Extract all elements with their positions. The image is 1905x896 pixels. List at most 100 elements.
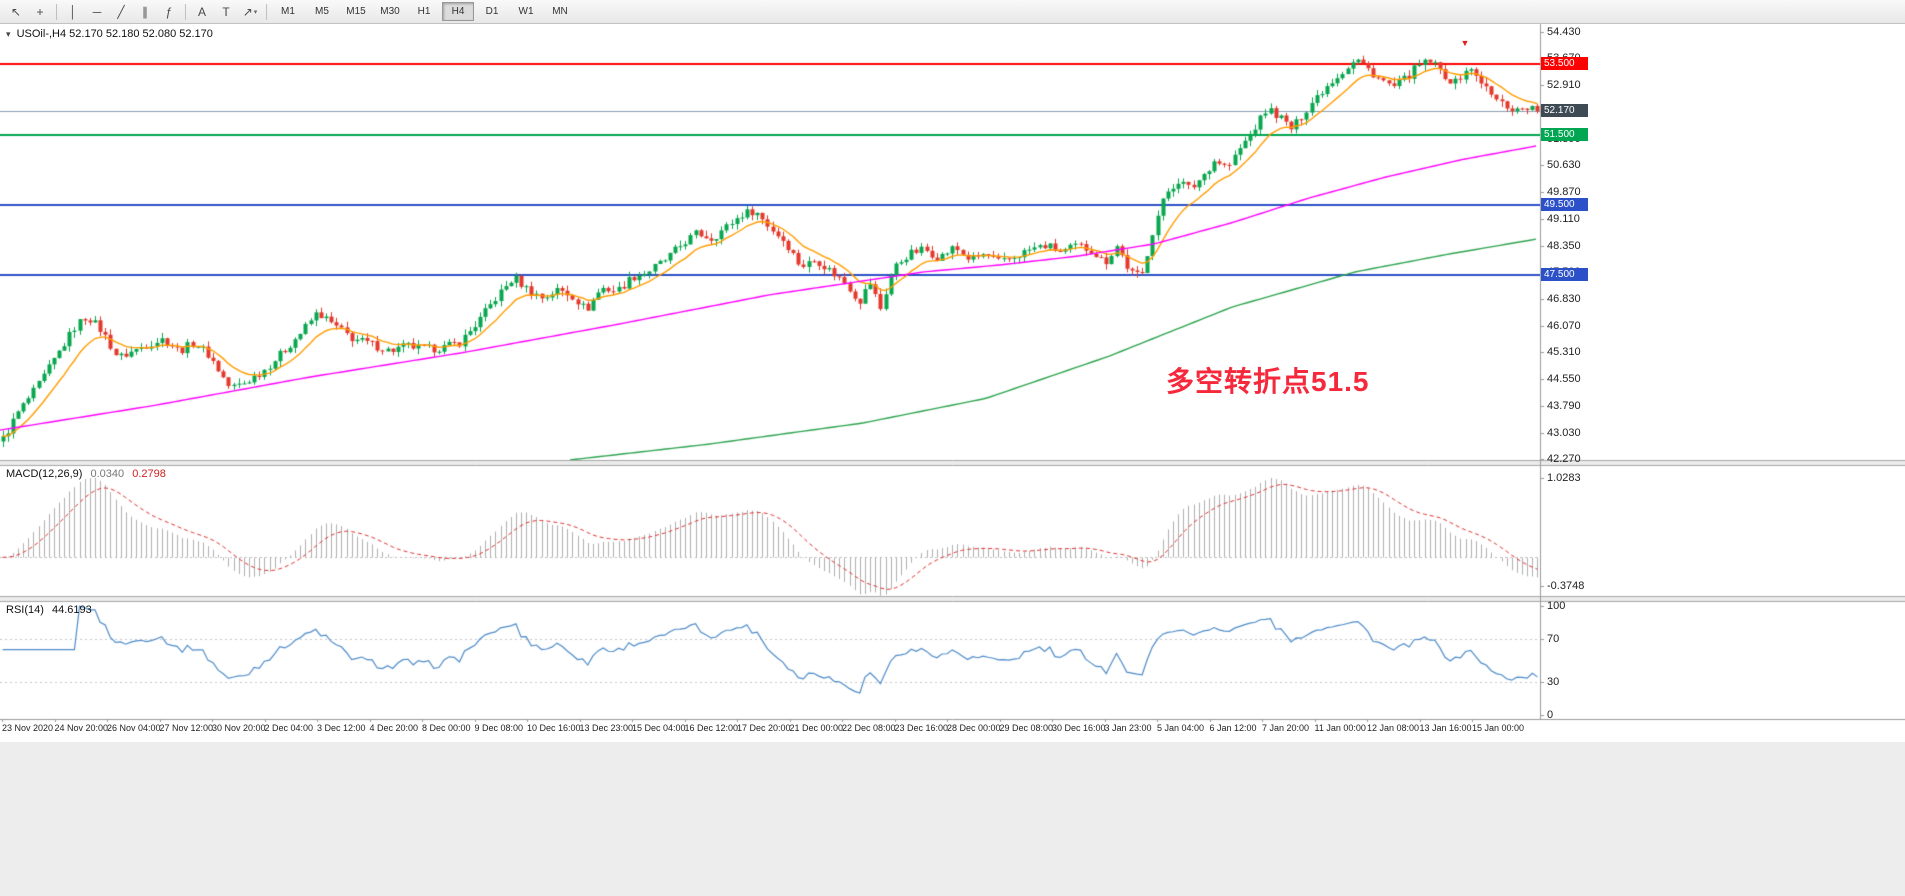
symbol-ohlc-label: USOil-,H4 52.170 52.180 52.080 52.170 (16, 28, 213, 40)
sell-arrow-marker: ▼ (1460, 37, 1470, 48)
time-axis-label: 5 Jan 04:00 (1157, 723, 1205, 733)
toolbar-separator (56, 3, 57, 20)
macd-axis-label: 1.0283 (1547, 472, 1581, 484)
equidistant-channel-icon: ∥ (142, 4, 148, 19)
time-axis-label: 9 Dec 08:00 (474, 723, 524, 733)
time-axis-label: 12 Jan 08:00 (1367, 723, 1420, 733)
macd-value: 0.0340 (90, 468, 125, 480)
timeframe-m1-button[interactable]: M1 (281, 6, 295, 17)
vertical-line-tool-button[interactable]: │ (61, 1, 85, 22)
price-axis-label: 50.630 (1547, 159, 1581, 171)
time-axis-label: 28 Dec 00:00 (947, 723, 1001, 733)
toolbar: ↖ + │ ─ ╱ ∥ ƒ A T ↗ ▾ M1 M5 M15 M30 H1 H4 D1 W1 MN (0, 0, 1905, 24)
cursor-icon: ↖ (10, 4, 22, 19)
crosshair-tool-button[interactable]: + (28, 1, 52, 22)
time-axis-label: 11 Jan 00:00 (1314, 723, 1366, 733)
time-axis-label: 30 Dec 16:00 (1052, 723, 1106, 733)
time-axis-label: 8 Dec 00:00 (422, 723, 471, 733)
vertical-line-icon: │ (69, 4, 77, 19)
time-axis-label: 10 Dec 16:00 (527, 723, 581, 733)
time-axis-label: 22 Dec 08:00 (842, 723, 896, 733)
time-axis-label: 6 Jan 12:00 (1209, 723, 1257, 733)
time-axis-label: 13 Dec 23:00 (579, 723, 634, 733)
price-tag-51-500: 51.500 (1541, 128, 1588, 141)
rsi-axis-label: 0 (1547, 709, 1554, 721)
toolbar-separator (266, 3, 267, 20)
rsi-axis-label: 100 (1547, 600, 1566, 612)
trendline-tool-button[interactable]: ╱ (109, 1, 133, 22)
price-axis-label: 49.870 (1547, 186, 1581, 198)
horizontal-line-icon: ─ (92, 4, 102, 19)
time-axis-label: 29 Dec 08:00 (999, 723, 1054, 733)
time-axis-label: 3 Dec 12:00 (317, 723, 366, 733)
time-axis-label: 15 Dec 04:00 (632, 723, 686, 733)
price-axis-label: 43.790 (1547, 400, 1581, 412)
time-axis-label: 27 Nov 12:00 (159, 723, 214, 733)
timeframe-m5-button[interactable]: M5 (315, 6, 329, 17)
arrows-tool-button[interactable]: ↗ ▾ (238, 1, 262, 22)
price-axis-label: 54.430 (1547, 26, 1581, 38)
macd-indicator-label: MACD(12,26,9) 0.0340 0.2798 (6, 468, 171, 480)
timeframe-h4-button[interactable]: H4 (442, 2, 474, 21)
equidistant-channel-tool-button[interactable]: ∥ (133, 1, 157, 22)
symbol-info: ▾ USOil-,H4 52.170 52.180 52.080 52.170 (6, 28, 213, 40)
time-axis-label: 15 Jan 00:00 (1472, 723, 1525, 733)
price-axis-label: 45.310 (1547, 346, 1581, 358)
rsi-indicator-label: RSI(14) 44.6193 (6, 604, 97, 616)
rsi-axis-label: 70 (1547, 633, 1560, 645)
price-axis-label: 46.070 (1547, 320, 1581, 332)
time-axis-label: 23 Dec 16:00 (894, 723, 949, 733)
macd-axis-label: -0.3748 (1547, 580, 1585, 592)
text-label-tool-button[interactable]: T (214, 1, 238, 22)
time-axis-label: 17 Dec 20:00 (737, 723, 791, 733)
dropdown-caret-icon: ▾ (253, 8, 258, 16)
price-axis-label: 43.030 (1547, 427, 1581, 439)
text-tool-button[interactable]: A (190, 1, 214, 22)
price-axis-label: 48.350 (1547, 240, 1581, 252)
price-axis-label: 42.270 (1547, 453, 1581, 465)
price-tag-52-170: 52.170 (1541, 104, 1588, 117)
time-axis-label: 30 Nov 20:00 (212, 723, 266, 733)
price-tag-49-500: 49.500 (1541, 198, 1588, 211)
bottom-empty-area (0, 742, 1905, 896)
time-axis-label: 3 Jan 23:00 (1104, 723, 1152, 733)
horizontal-line-tool-button[interactable]: ─ (85, 1, 109, 22)
price-axis-label: 44.550 (1547, 373, 1581, 385)
rsi-axis-label: 30 (1547, 676, 1560, 688)
time-axis-label: 13 Jan 16:00 (1419, 723, 1472, 733)
trendline-icon: ╱ (117, 4, 125, 19)
time-axis-label: 4 Dec 20:00 (369, 723, 419, 733)
timeframe-m30-button[interactable]: M30 (380, 6, 400, 17)
fibonacci-tool-button[interactable]: ƒ (157, 1, 181, 22)
timeframe-m15-button[interactable]: M15 (346, 6, 366, 17)
timeframe-mn-button[interactable]: MN (552, 6, 568, 17)
time-axis-label: 26 Nov 04:00 (107, 723, 161, 733)
time-axis-label: 21 Dec 00:00 (789, 723, 844, 733)
time-axis-label: 7 Jan 20:00 (1262, 723, 1310, 733)
time-axis-label: 23 Nov 2020 (2, 723, 54, 733)
toolbar-separator (185, 3, 186, 20)
macd-signal-value: 0.2798 (132, 468, 166, 480)
timeframe-d1-button[interactable]: D1 (485, 6, 499, 17)
rsi-name: RSI(14) (6, 604, 44, 616)
crosshair-icon: + (36, 4, 44, 19)
price-axis-label: 52.910 (1547, 79, 1581, 91)
price-tag-53-500: 53.500 (1541, 57, 1588, 70)
rsi-value: 44.6193 (51, 604, 92, 616)
time-axis-label: 24 Nov 20:00 (54, 723, 109, 733)
chart-text-annotation[interactable]: 多空转折点51.5 (1166, 366, 1370, 397)
time-axis-label: 16 Dec 12:00 (684, 723, 739, 733)
fibonacci-icon: ƒ (165, 4, 173, 19)
macd-name: MACD(12,26,9) (6, 468, 83, 480)
price-axis-label: 46.830 (1547, 293, 1581, 305)
cursor-tool-button[interactable]: ↖ (4, 1, 28, 22)
price-tag-47-500: 47.500 (1541, 268, 1588, 281)
price-axis-label: 49.110 (1547, 213, 1580, 225)
one-click-trading-icon[interactable]: ▾ (6, 29, 11, 39)
text-icon: A (197, 4, 206, 19)
timeframe-h1-button[interactable]: H1 (417, 6, 431, 17)
timeframe-w1-button[interactable]: W1 (518, 6, 534, 17)
arrows-icon: ↗ (242, 4, 253, 19)
time-axis-label: 2 Dec 04:00 (264, 723, 314, 733)
text-label-icon: T (222, 4, 230, 19)
